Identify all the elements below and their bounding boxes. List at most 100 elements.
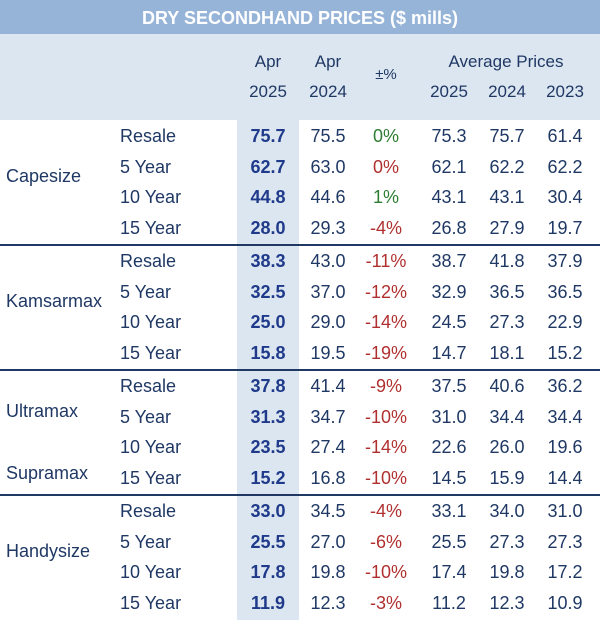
table-row: 5 Year 62.7 63.0 0% 62.1 62.2 62.2 [0,152,600,182]
table-row: 15 Year 28.0 29.3 -4% 26.8 27.9 19.7 [0,213,600,243]
vessel-category: Capesize [6,166,82,186]
cell-a2024: 34.4 [489,406,525,427]
cell-apr2025: 11.9 [250,592,286,613]
cell-a2025: 26.8 [431,217,467,238]
cell-a2025: 24.5 [431,312,467,332]
cell-apr2024: 34.5 [310,501,346,521]
cell-apr2024: 41.4 [310,376,346,396]
table-row: 10 Year 25.0 29.0 -14% 24.5 27.3 22.9 [0,307,600,337]
cell-change: -14% [364,312,408,332]
cell-label: Resale [120,251,177,271]
cell-a2024: 18.1 [489,342,525,363]
header-apr2024-top: Apr [314,52,342,71]
header-apr2025-bottom: 2025 [249,82,287,101]
vessel-category: Kamsarmax [6,291,103,311]
cell-a2023: 27.3 [547,531,583,552]
cell-a2025: 17.4 [431,562,467,582]
cell-a2025: 75.3 [431,126,467,146]
header-apr2024-bottom: 2024 [309,82,347,101]
cell-a2025: 14.7 [431,342,467,363]
cell-a2025: 32.9 [431,281,467,302]
cell-apr2024: 43.0 [310,251,346,271]
cell-change: 1% [372,187,399,207]
cell-apr2025: 15.8 [250,342,286,363]
cell-a2024: 40.6 [489,376,525,396]
table-row: 5 Year 32.5 37.0 -12% 32.9 36.5 36.5 [0,277,600,307]
table-row: 10 Year 44.8 44.6 1% 43.1 43.1 30.4 [0,182,600,212]
cell-a2023: 31.0 [547,501,583,521]
cell-a2024: 27.3 [489,531,525,552]
cell-a2023: 14.4 [547,467,583,488]
cell-change: 0% [372,126,399,146]
table-row: 10 Year 17.8 19.8 -10% 17.4 19.8 17.2 [0,557,600,587]
cell-apr2025: 37.8 [250,376,286,396]
cell-label: 10 Year [120,187,182,207]
cell-apr2024: 27.0 [310,531,346,552]
cell-apr2025: 38.3 [250,251,286,271]
cell-a2023: 62.2 [547,156,583,177]
cell-a2023: 19.6 [547,437,583,457]
cell-apr2024: 37.0 [310,281,346,302]
cell-a2023: 36.2 [547,376,583,396]
cell-change: -4% [369,217,402,238]
header-average-prices: Average Prices [448,52,564,71]
cell-label: 15 Year [120,342,182,363]
group-separator [0,494,600,496]
cell-label: 15 Year [120,592,182,613]
cell-label: 5 Year [120,406,172,427]
cell-apr2025: 28.0 [250,217,286,238]
vessel-group: Handysize Resale 33.0 34.5 -4% 33.1 34.0 31.0 5 … [0,496,600,618]
header-apr2025-top: Apr [254,52,282,71]
cell-a2023: 17.2 [547,562,583,582]
cell-apr2025: 33.0 [250,501,286,521]
vessel-group: Capesize Resale 75.7 75.5 0% 75.3 75.7 61.4 5 Ye… [0,121,600,243]
table-row: 5 Year 25.5 27.0 -6% 25.5 27.3 27.3 [0,527,600,557]
cell-apr2024: 44.6 [310,187,346,207]
cell-a2023: 10.9 [547,592,583,613]
group-separator [0,369,600,371]
cell-apr2025: 25.0 [250,312,286,332]
cell-a2024: 34.0 [489,501,525,521]
cell-apr2024: 12.3 [310,592,346,613]
table-row: Resale 37.8 41.4 -9% 37.5 40.6 36.2 [0,371,600,401]
cell-a2024: 15.9 [489,467,525,488]
cell-label: 10 Year [120,437,182,457]
cell-a2023: 37.9 [547,251,583,271]
cell-change: -10% [364,467,408,488]
cell-label: 10 Year [120,562,182,582]
cell-a2025: 22.6 [431,437,467,457]
cell-apr2025: 31.3 [250,406,286,427]
cell-a2024: 19.8 [489,562,525,582]
vessel-category-secondary: Supramax [6,463,89,483]
cell-label: Resale [120,376,177,396]
cell-apr2024: 19.8 [310,562,346,582]
cell-change: -4% [369,501,402,521]
cell-apr2024: 16.8 [310,467,346,488]
cell-a2024: 27.9 [489,217,525,238]
cell-apr2024: 19.5 [310,342,346,363]
group-separator [0,244,600,246]
header-avg-2023: 2023 [546,82,584,101]
table-row: Resale 33.0 34.5 -4% 33.1 34.0 31.0 [0,496,600,526]
cell-a2024: 26.0 [489,437,525,457]
cell-change: -6% [369,531,402,552]
table-row: 15 Year 15.8 19.5 -19% 14.7 18.1 15.2 [0,338,600,368]
cell-label: 5 Year [120,531,172,552]
cell-a2023: 22.9 [547,312,583,332]
cell-a2025: 33.1 [431,501,467,521]
cell-change: 0% [372,156,399,177]
cell-apr2025: 75.7 [250,126,286,146]
cell-apr2024: 63.0 [310,156,346,177]
cell-apr2025: 62.7 [250,156,286,177]
vessel-group: Kamsarmax Resale 38.3 43.0 -11% 38.7 41.8 37.9 5… [0,246,600,368]
table-row: 15 Year 15.2 16.8 -10% 14.5 15.9 14.4 [0,463,600,493]
cell-a2025: 25.5 [431,531,467,552]
cell-a2024: 41.8 [489,251,525,271]
cell-change: -14% [364,437,408,457]
cell-a2025: 31.0 [431,406,467,427]
cell-apr2024: 29.3 [310,217,346,238]
vessel-category: Ultramax [6,401,79,421]
cell-change: -3% [369,592,402,613]
cell-a2024: 27.3 [489,312,525,332]
cell-a2025: 62.1 [431,156,467,177]
